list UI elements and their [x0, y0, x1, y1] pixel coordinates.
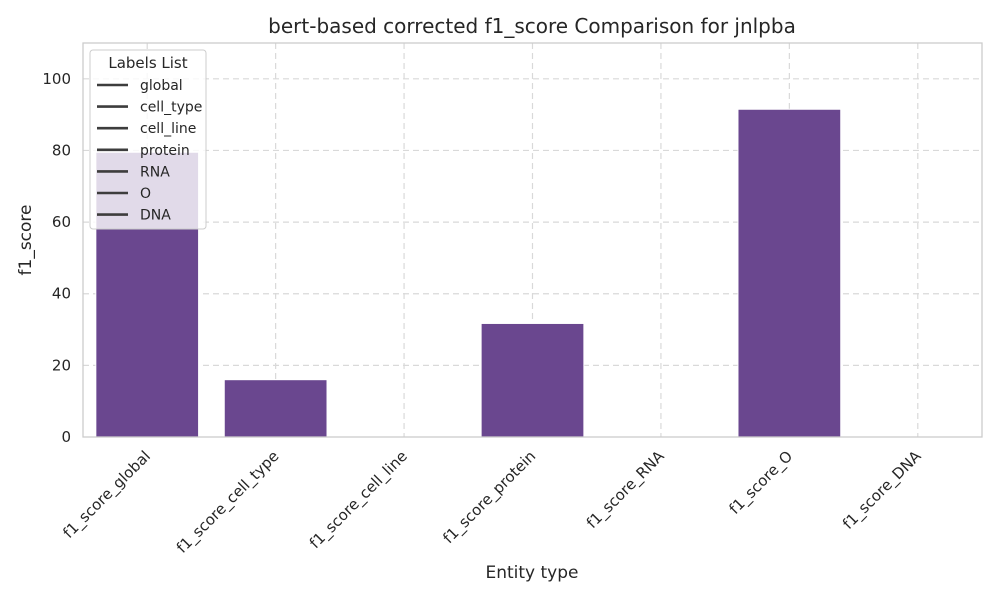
y-tick-label: 100: [42, 70, 71, 88]
legend-box: [89, 49, 207, 230]
legend-label: protein: [140, 143, 190, 159]
y-tick-labels: 0 20 40 60 80 100: [42, 70, 71, 446]
y-tick-label: 0: [61, 428, 71, 446]
x-axis-label: Entity type: [485, 563, 578, 583]
legend-label: global: [140, 78, 183, 94]
legend-label: RNA: [140, 164, 170, 180]
bar-f1_score_cell_type: [223, 379, 328, 438]
y-tick-label: 20: [52, 356, 71, 374]
x-tick-label: f1_score_protein: [439, 447, 540, 548]
bar-f1_score_O: [737, 108, 842, 438]
x-tick-label: f1_score_global: [59, 447, 154, 542]
x-tick-labels: f1_score_global f1_score_cell_type f1_scor…: [59, 447, 925, 558]
y-tick-label: 40: [52, 285, 71, 303]
legend-title: Labels List: [108, 54, 187, 72]
x-tick-label: f1_score_cell_line: [306, 447, 412, 553]
y-axis-label: f1_score: [16, 205, 36, 276]
legend-label: O: [140, 186, 151, 202]
legend: Labels List global cell_type cell_lineprot…: [89, 49, 207, 230]
x-tick-label: f1_score_RNA: [583, 447, 669, 533]
plot-frame: [82, 42, 983, 438]
legend-label: DNA: [140, 208, 171, 224]
bars-layer: [95, 108, 842, 438]
x-tick-label: f1_score_DNA: [839, 447, 926, 534]
x-tick-label: f1_score_O: [726, 447, 797, 518]
chart-title: bert-based corrected f1_score Comparison…: [268, 14, 796, 38]
legend-label: cell_type: [140, 100, 202, 116]
y-tick-label: 80: [52, 141, 71, 159]
x-tick-label: f1_score_cell_type: [173, 447, 283, 557]
legend-label: cell_line: [140, 121, 196, 137]
bar-f1_score_protein: [480, 322, 585, 438]
y-tick-label: 60: [52, 213, 71, 231]
